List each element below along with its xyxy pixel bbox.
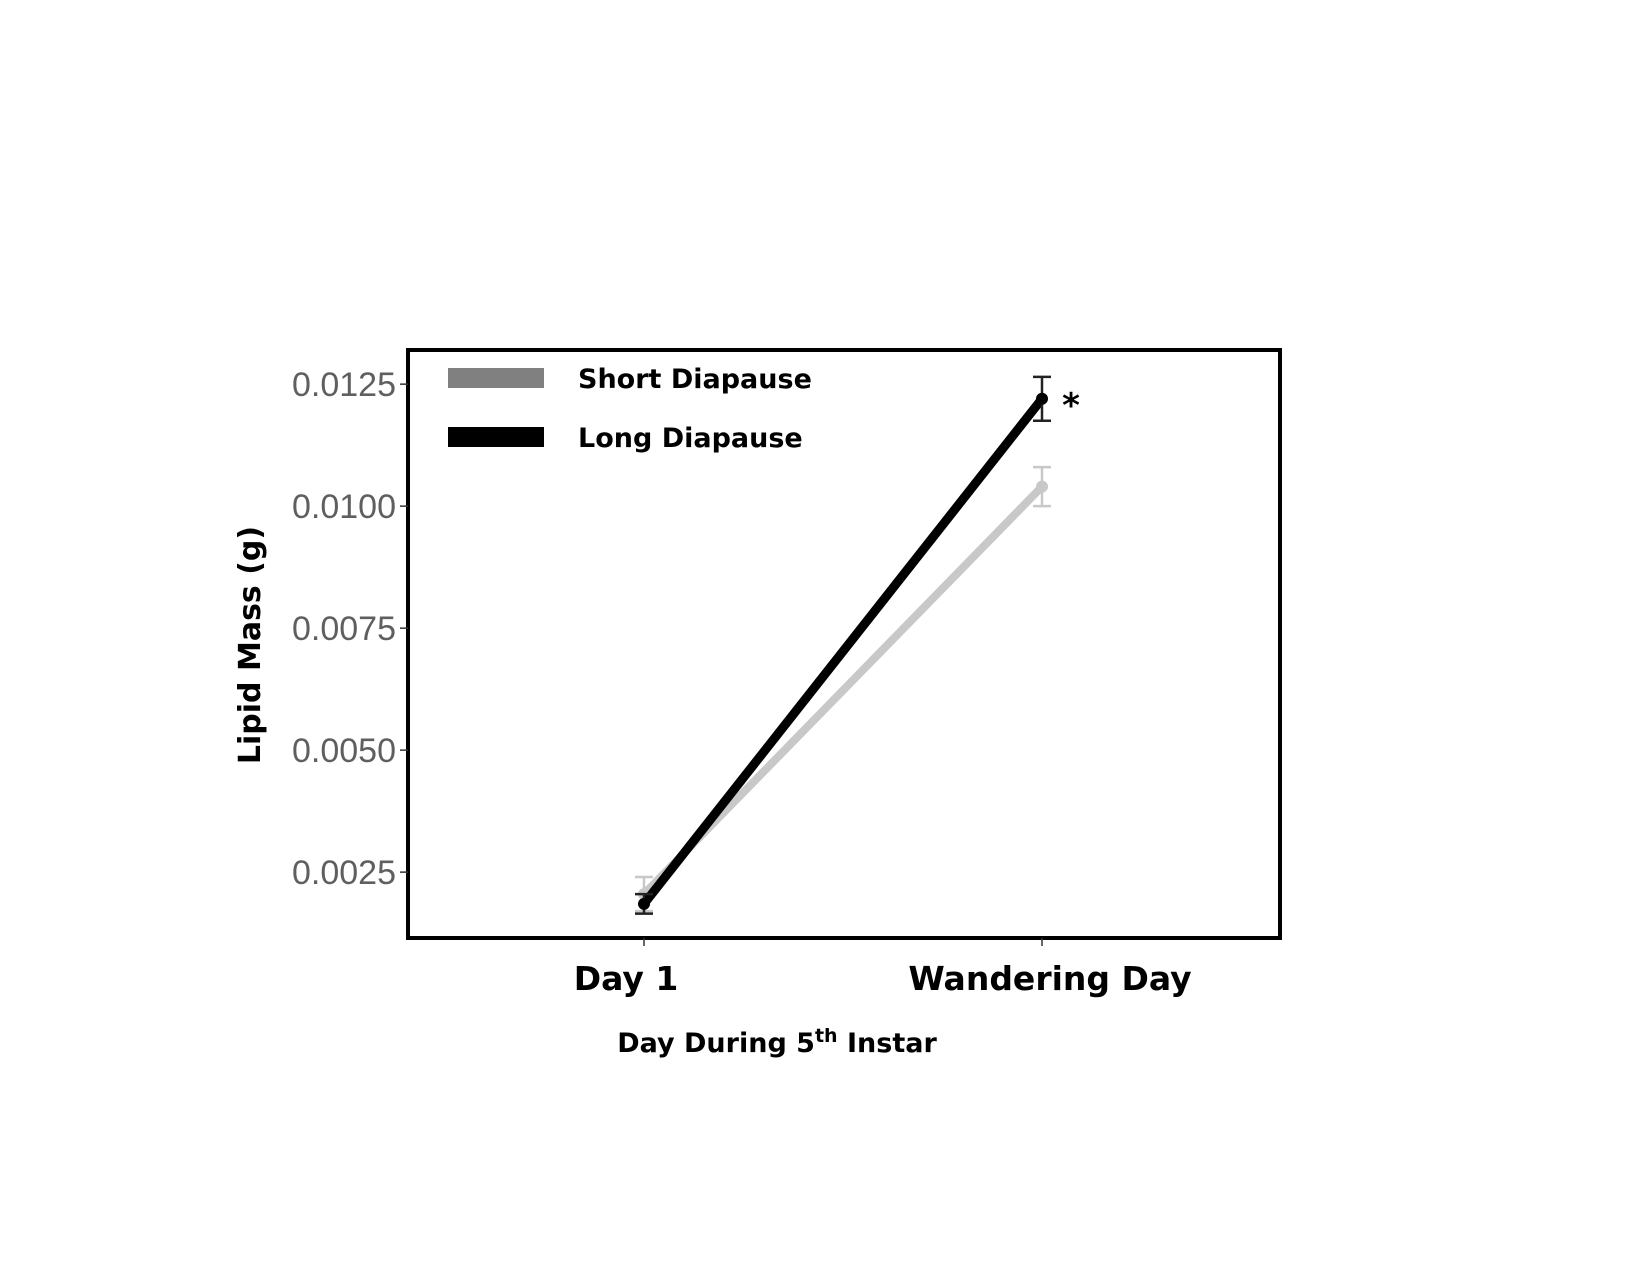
data-point [638,897,650,910]
data-point [1036,480,1048,493]
legend-label-short-diapause: Short Diapause [578,364,812,395]
y-tick-label: 0.0075 [292,610,396,648]
legend-swatch-long-diapause [448,427,544,447]
series-long-diapause [635,375,1051,915]
series-line-long-diapause [639,394,1047,909]
y-tick-label: 0.0125 [292,366,396,404]
y-tick-label: 0.0100 [292,488,396,526]
legend-swatch-short-diapause [448,368,544,388]
y-axis: 0.0025 0.0050 0.0075 0.0100 0.0125 [292,366,408,892]
data-point [1036,392,1048,405]
x-axis: Day 1 Wandering Day [574,938,1192,998]
significance-asterisk: * [1062,386,1080,426]
y-axis-title: Lipid Mass (g) [233,526,268,764]
y-tick-label: 0.0025 [292,854,396,892]
series-layer [635,375,1051,915]
legend: Short Diapause Long Diapause [448,364,812,454]
x-tick-label: Day 1 [574,959,679,998]
y-tick-label: 0.0050 [292,732,396,770]
x-tick-label: Wandering Day [908,959,1191,998]
legend-label-long-diapause: Long Diapause [578,423,803,454]
x-axis-title: Day During 5th Instar [617,1025,937,1059]
